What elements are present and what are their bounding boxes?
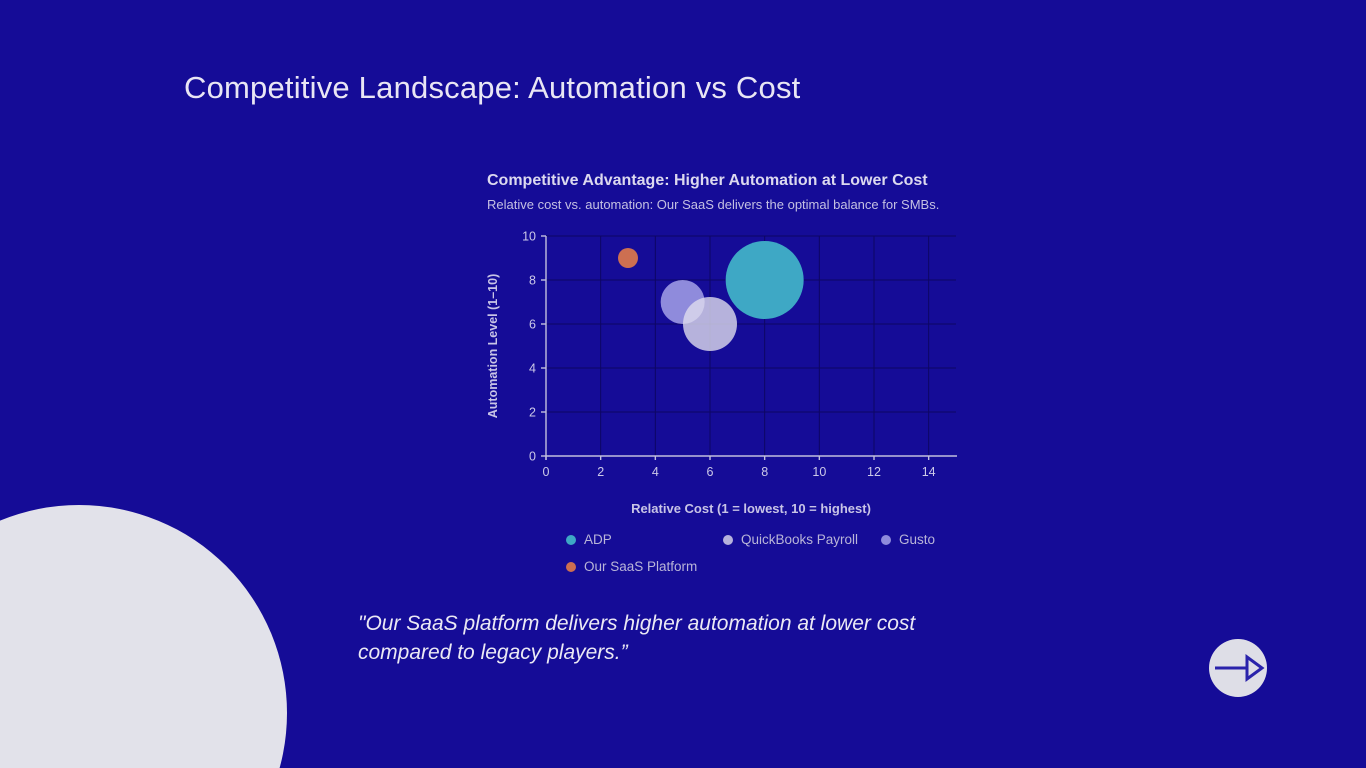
x-tick-label: 12 (867, 465, 881, 479)
legend-item-gusto: Gusto (881, 529, 976, 550)
y-tick-label: 4 (529, 362, 536, 376)
y-axis-title: Automation Level (1–10) (486, 274, 500, 418)
bubble-quickbooks-payroll (683, 297, 737, 351)
x-tick-label: 2 (597, 465, 604, 479)
quote-line-1: "Our SaaS platform delivers higher autom… (358, 612, 916, 635)
legend-dot (723, 534, 733, 545)
legend-label: QuickBooks Payroll (741, 532, 859, 547)
legend-item-adp: ADP (566, 529, 723, 550)
decorative-circle (0, 505, 287, 768)
legend-label: Gusto (899, 532, 936, 547)
legend-dot (566, 561, 576, 572)
x-tick-label: 4 (652, 465, 659, 479)
legend-label: ADP (584, 532, 612, 547)
chart-title: Competitive Advantage: Higher Automation… (487, 172, 928, 189)
y-tick-label: 0 (529, 450, 536, 464)
quote-text: "Our SaaS platform delivers higher autom… (358, 609, 915, 667)
x-axis-title: Relative Cost (1 = lowest, 10 = highest) (631, 501, 871, 516)
y-tick-label: 10 (522, 230, 536, 244)
arrow-right-icon (1215, 654, 1265, 682)
y-tick-label: 6 (529, 318, 536, 332)
chart-subtitle: Relative cost vs. automation: Our SaaS d… (487, 197, 940, 212)
bubble-adp (725, 241, 804, 319)
bubble-our-saas-platform (618, 248, 638, 268)
quote-line-2: compared to legacy players.” (358, 641, 628, 664)
x-tick-label: 8 (761, 465, 768, 479)
bubble-chart: 0 2 4 6 8 10 0 2 4 6 8 10 12 14 Automation Level (1–10… (486, 230, 957, 479)
legend-item-our-saas-platform: Our SaaS Platform (566, 556, 697, 577)
slide-title: Competitive Landscape: Automation vs Cos… (184, 70, 801, 105)
legend-item-quickbooks-payroll: QuickBooks Payroll (723, 529, 881, 550)
legend-label: Our SaaS Platform (584, 559, 698, 574)
x-tick-label: 10 (812, 465, 826, 479)
chart-legend: ADP QuickBooks Payroll Gusto Our SaaS Platf… (566, 529, 982, 577)
y-tick-label: 2 (529, 406, 536, 420)
x-tick-label: 6 (707, 465, 714, 479)
x-tick-label: 0 (543, 465, 550, 479)
legend-dot (881, 534, 891, 545)
x-tick-label: 14 (922, 465, 936, 479)
legend-dot (566, 534, 576, 545)
y-tick-label: 8 (529, 274, 536, 288)
next-slide-button[interactable] (1209, 639, 1267, 697)
